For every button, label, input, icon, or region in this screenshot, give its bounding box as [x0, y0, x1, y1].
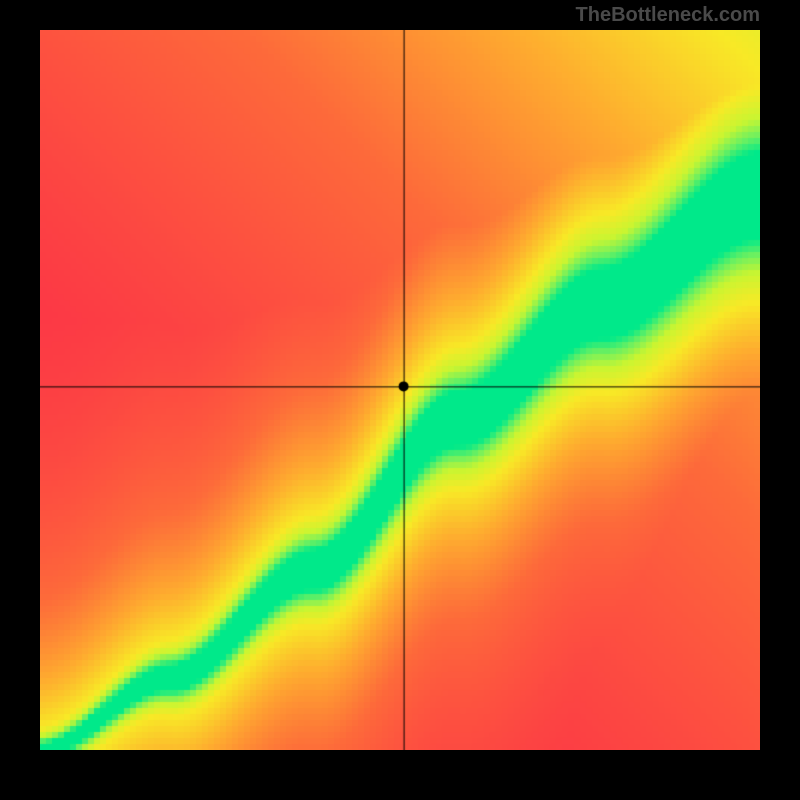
plot-area [40, 30, 760, 750]
watermark-text: TheBottleneck.com [576, 4, 760, 27]
heatmap-canvas [40, 30, 760, 750]
